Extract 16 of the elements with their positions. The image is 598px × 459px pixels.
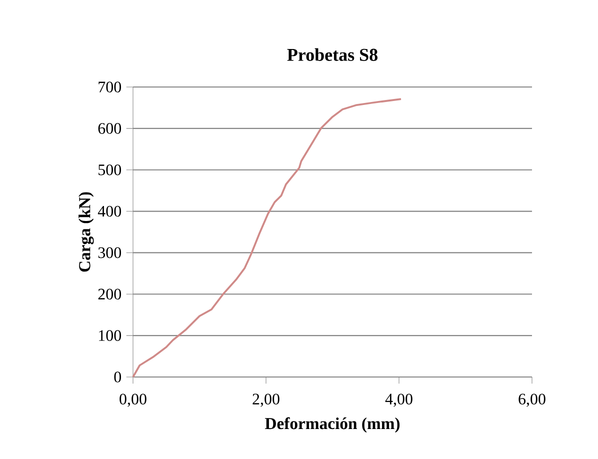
chart-title: Probetas S8: [287, 48, 378, 61]
x-axis-title: Deformación (mm): [265, 417, 400, 433]
y-tick-label: 100: [99, 330, 122, 341]
line-series: [132, 98, 402, 378]
y-tick-label: 400: [98, 206, 122, 217]
y-tick-label: 500: [98, 164, 122, 176]
y-tick-label: 0: [114, 372, 122, 382]
x-tick-label: 0,00: [120, 394, 146, 407]
y-axis-title: Carga (kN): [78, 192, 94, 272]
y-tick-label: 600: [98, 123, 122, 134]
x-tick-label: 2,00: [252, 394, 280, 407]
y-tick-label: 700: [98, 82, 122, 92]
x-tick-label: 4,00: [385, 394, 412, 407]
y-tick-label: 200: [98, 288, 122, 300]
y-tick-label: 300: [98, 247, 122, 258]
x-tick-label: 6,00: [518, 394, 546, 407]
